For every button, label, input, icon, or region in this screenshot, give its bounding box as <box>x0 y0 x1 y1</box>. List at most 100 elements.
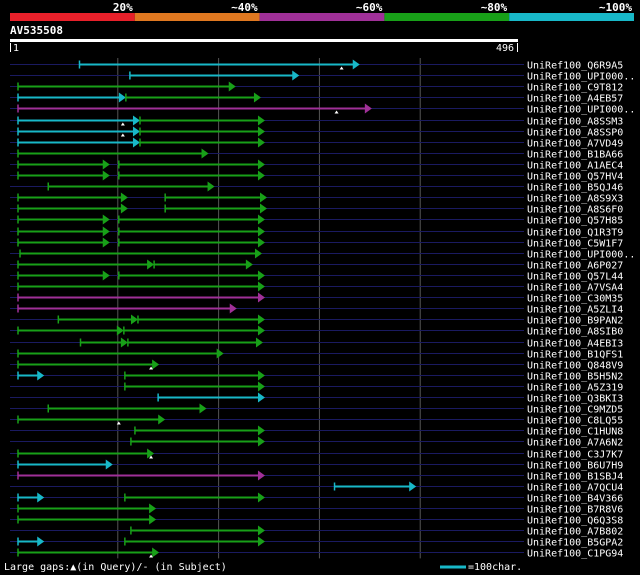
segment-end-arrow <box>147 448 155 459</box>
hit-label[interactable]: UniRef100_A5ZLI4 <box>527 305 623 316</box>
hit-row[interactable]: UniRef100_B7R8V6 <box>10 503 623 516</box>
hit-label[interactable]: UniRef100_C8LQ55 <box>527 416 623 427</box>
hit-label[interactable]: UniRef100_A7VSA4 <box>527 283 623 294</box>
hit-row[interactable]: UniRef100_C9MZD5 <box>10 403 623 416</box>
hit-label[interactable]: UniRef100_Q6R9A5 <box>527 61 623 72</box>
hit-row[interactable]: UniRef100_B6U7H9 <box>10 459 623 472</box>
hit-label[interactable]: UniRef100_B1QFS1 <box>527 350 623 361</box>
hit-label[interactable]: UniRef100_C1PG94 <box>527 549 623 560</box>
hit-label[interactable]: UniRef100_C3J7K7 <box>527 450 623 461</box>
hit-label[interactable]: UniRef100_UPI000.. <box>527 250 635 261</box>
hit-label[interactable]: UniRef100_A8SIB0 <box>527 327 623 338</box>
segment-end-arrow <box>257 492 265 503</box>
hit-label[interactable]: UniRef100_B4V366 <box>527 494 623 505</box>
hit-label[interactable]: UniRef100_A8S9X3 <box>527 194 623 205</box>
hit-row[interactable]: UniRef100_UPI000.. <box>10 103 635 116</box>
hit-label[interactable]: UniRef100_Q57L44 <box>527 272 623 283</box>
hit-label[interactable]: UniRef100_B5GPA2 <box>527 538 623 549</box>
hit-row[interactable]: UniRef100_Q57HV4 <box>10 170 623 183</box>
hit-row[interactable]: UniRef100_A7VD49 <box>10 137 623 150</box>
hit-label[interactable]: UniRef100_A1AEC4 <box>527 161 623 172</box>
hit-row[interactable]: UniRef100_Q6R9A5 <box>10 59 623 72</box>
hit-label[interactable]: UniRef100_A8SSM3 <box>527 117 623 128</box>
hit-label[interactable]: UniRef100_A7VD49 <box>527 139 623 150</box>
hit-row[interactable]: UniRef100_A5Z319 <box>10 381 623 394</box>
hit-label[interactable]: UniRef100_A6P027 <box>527 261 623 272</box>
hit-label[interactable]: UniRef100_C5W1F7 <box>527 239 623 250</box>
hit-row[interactable]: UniRef100_C1HUN8 <box>10 425 623 438</box>
hit-label[interactable]: UniRef100_A4EB57 <box>527 94 623 105</box>
hit-row[interactable]: UniRef100_C9T812 <box>10 81 623 94</box>
hit-label[interactable]: UniRef100_B9PAN2 <box>527 316 623 327</box>
hit-row[interactable]: UniRef100_C3J7K7 <box>10 448 623 461</box>
hit-label[interactable]: UniRef100_B5QJ46 <box>527 183 623 194</box>
hit-row[interactable]: UniRef100_Q57H85 <box>10 214 623 227</box>
hit-row[interactable]: UniRef100_A8SSM3 <box>10 115 623 128</box>
hit-label[interactable]: UniRef100_Q3BKI3 <box>527 394 623 405</box>
hit-label[interactable]: UniRef100_A7B802 <box>527 527 623 538</box>
hit-label[interactable]: UniRef100_Q6Q3S8 <box>527 516 623 527</box>
hit-label[interactable]: UniRef100_Q1R3T9 <box>527 228 623 239</box>
hit-label[interactable]: UniRef100_UPI000.. <box>527 105 635 116</box>
hit-row[interactable]: UniRef100_Q6Q3S8 <box>10 514 623 527</box>
hit-row[interactable]: UniRef100_Q3BKI3 <box>10 392 623 405</box>
hit-row[interactable]: UniRef100_A8S9X3 <box>10 192 623 205</box>
hit-row[interactable]: UniRef100_A5ZLI4 <box>10 303 623 316</box>
hit-row[interactable]: UniRef100_C5W1F7 <box>10 237 623 250</box>
hit-row[interactable]: UniRef100_A7QCU4 <box>10 481 623 494</box>
hit-row[interactable]: UniRef100_C8LQ55 <box>10 414 623 427</box>
hit-label[interactable]: UniRef100_A7A6N2 <box>527 438 623 449</box>
hit-label[interactable]: UniRef100_Q57HV4 <box>527 172 623 183</box>
hit-row[interactable]: UniRef100_A7A6N2 <box>10 436 623 449</box>
hit-label[interactable]: UniRef100_UPI000.. <box>527 72 635 83</box>
hit-row[interactable]: UniRef100_C30M35 <box>10 292 623 305</box>
hit-row[interactable]: UniRef100_Q1R3T9 <box>10 226 623 239</box>
hit-row[interactable]: UniRef100_A7B802 <box>10 525 623 538</box>
legend-color-3 <box>259 13 385 21</box>
legend-color-5 <box>509 13 634 21</box>
segment-end-arrow <box>118 92 126 103</box>
hit-row[interactable]: UniRef100_A7VSA4 <box>10 281 623 294</box>
segment-end-arrow <box>102 237 110 248</box>
hit-row[interactable]: UniRef100_B1QFS1 <box>10 348 623 361</box>
hit-row[interactable]: UniRef100_A8SIB0 <box>10 325 623 338</box>
hit-label[interactable]: UniRef100_B6U7H9 <box>527 461 623 472</box>
segment-end-arrow <box>257 536 265 547</box>
hit-label[interactable]: UniRef100_Q57H85 <box>527 216 623 227</box>
hit-row[interactable]: UniRef100_A8SSP0 <box>10 126 623 139</box>
hit-label[interactable]: UniRef100_A8SSP0 <box>527 128 623 139</box>
hit-row[interactable]: UniRef100_UPI000.. <box>10 248 635 261</box>
hit-label[interactable]: UniRef100_C1HUN8 <box>527 427 623 438</box>
hit-label[interactable]: UniRef100_C9T812 <box>527 83 623 94</box>
hit-row[interactable]: UniRef100_A1AEC4 <box>10 159 623 172</box>
hit-row[interactable]: UniRef100_C1PG94 <box>10 547 623 560</box>
hit-label[interactable]: UniRef100_B7R8V6 <box>527 505 623 516</box>
hit-label[interactable]: UniRef100_B1BA66 <box>527 150 623 161</box>
legend-tick-2: ~40% <box>231 1 258 14</box>
hit-row[interactable]: UniRef100_B5QJ46 <box>10 181 623 194</box>
hit-row[interactable]: UniRef100_B4V366 <box>10 492 623 505</box>
hit-row[interactable]: UniRef100_Q848V9 <box>10 359 623 372</box>
hit-row[interactable]: UniRef100_B1SBJ4 <box>10 470 623 483</box>
ruler-end-label: 496 <box>496 43 514 54</box>
hit-label[interactable]: UniRef100_C30M35 <box>527 294 623 305</box>
hit-row[interactable]: UniRef100_B1BA66 <box>10 148 623 161</box>
segment-end-arrow <box>257 237 265 248</box>
hit-label[interactable]: UniRef100_A5Z319 <box>527 383 623 394</box>
hit-row[interactable]: UniRef100_A4EBI3 <box>10 337 623 350</box>
hit-row[interactable]: UniRef100_UPI000.. <box>10 70 635 83</box>
hit-label[interactable]: UniRef100_A7QCU4 <box>527 483 623 494</box>
hit-row[interactable]: UniRef100_Q57L44 <box>10 270 623 283</box>
hit-row[interactable]: UniRef100_B5GPA2 <box>10 536 623 549</box>
hit-label[interactable]: UniRef100_A8S6F0 <box>527 205 623 216</box>
hit-row[interactable]: UniRef100_B9PAN2 <box>10 314 623 327</box>
hit-label[interactable]: UniRef100_A4EBI3 <box>527 339 623 350</box>
hit-row[interactable]: UniRef100_A8S6F0 <box>10 203 623 216</box>
hit-row[interactable]: UniRef100_A4EB57 <box>10 92 623 105</box>
hit-label[interactable]: UniRef100_B5H5N2 <box>527 372 623 383</box>
hit-row[interactable]: UniRef100_B5H5N2 <box>10 370 623 383</box>
hit-row[interactable]: UniRef100_A6P027 <box>10 259 623 272</box>
hit-label[interactable]: UniRef100_B1SBJ4 <box>527 472 623 483</box>
hit-label[interactable]: UniRef100_Q848V9 <box>527 361 623 372</box>
hit-label[interactable]: UniRef100_C9MZD5 <box>527 405 623 416</box>
